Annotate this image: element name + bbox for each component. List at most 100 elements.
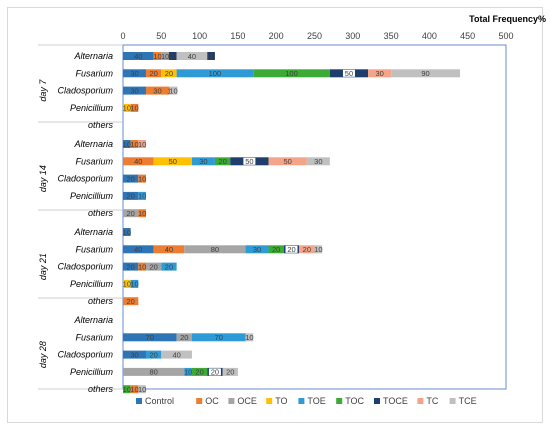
legend-label: TOC (345, 396, 364, 406)
data-label: 10 (123, 140, 131, 149)
category-label: Fusarium (75, 68, 113, 78)
category-label: Penicillium (70, 279, 114, 289)
data-label: 10 (184, 368, 192, 377)
bar-segment (169, 86, 178, 95)
data-label: 40 (134, 157, 142, 166)
data-label: 50 (245, 157, 253, 166)
category-label: Cladosporium (57, 262, 113, 272)
data-label: 20 (287, 245, 295, 254)
category-label: others (88, 384, 114, 394)
data-label-bg (208, 368, 221, 376)
legend-swatch (266, 398, 273, 404)
data-label: 90 (421, 69, 429, 78)
bar-segment (123, 86, 146, 95)
data-label: 30 (153, 86, 161, 95)
bar-segment (191, 333, 246, 342)
data-label: 50 (169, 157, 177, 166)
data-label: 10 (161, 52, 169, 61)
bar-segment (138, 209, 146, 218)
x-tick-label: 200 (269, 31, 284, 41)
x-tick-label: 0 (120, 31, 125, 41)
data-label: 20 (149, 69, 157, 78)
legend-swatch (417, 398, 424, 404)
category-label: Cladosporium (57, 86, 113, 96)
bar-segment (123, 157, 154, 166)
bar-segment (168, 52, 177, 60)
legend-label: OCE (237, 396, 257, 406)
category-label: Fusarium (75, 156, 113, 166)
bar-segment (123, 174, 139, 183)
bar-segment (161, 69, 177, 78)
bar-segment (123, 333, 177, 342)
data-label: 40 (172, 350, 180, 359)
data-label: 40 (134, 245, 142, 254)
bar-segment (184, 367, 192, 376)
bar-segment (138, 262, 146, 271)
bar-segment (222, 367, 238, 376)
data-label: 70 (146, 333, 154, 342)
x-tick-label: 450 (460, 31, 475, 41)
bar-segment (191, 367, 208, 376)
data-label: 30 (130, 86, 138, 95)
bar-segment (145, 69, 162, 78)
bar-segment (123, 350, 146, 359)
x-tick-label: 300 (345, 31, 360, 41)
legend-swatch (228, 398, 235, 404)
bar-segment (245, 333, 254, 342)
category-label: Cladosporium (57, 350, 113, 360)
category-label: Alternaria (73, 227, 113, 237)
data-label: 70 (215, 333, 223, 342)
category-label: Fusarium (75, 332, 113, 342)
data-label: 10 (138, 174, 146, 183)
bar-segment (214, 157, 231, 166)
bar-segment (123, 228, 131, 236)
legend-swatch (136, 398, 142, 404)
data-label: 30 (199, 157, 207, 166)
data-label: 20 (211, 368, 219, 377)
data-label-bg (342, 69, 355, 77)
data-label: 10 (138, 192, 146, 201)
bar-segment (153, 245, 185, 254)
bar-segment (145, 350, 162, 359)
data-label: 20 (180, 333, 188, 342)
category-label: others (88, 120, 114, 130)
data-label: 20 (226, 368, 234, 377)
data-label: 10 (130, 280, 138, 289)
data-label: 20 (165, 262, 173, 271)
data-label: 30 (314, 157, 322, 166)
bar-segment (268, 245, 284, 254)
legend-label: TOE (307, 396, 325, 406)
data-label: 10 (245, 333, 253, 342)
x-tick-label: 350 (384, 31, 399, 41)
bar-segment (123, 262, 139, 271)
bar-segment (161, 262, 177, 271)
legend-label: TC (426, 396, 438, 406)
bar-segment (176, 69, 254, 78)
data-label: 20 (126, 192, 134, 201)
legend-swatch (374, 398, 380, 404)
bar-segment (168, 86, 170, 95)
legend-label: Control (145, 396, 174, 406)
category-label: others (88, 208, 114, 218)
data-label: 10 (207, 52, 215, 61)
x-tick-label: 100 (192, 31, 207, 41)
data-label: 10 (123, 228, 131, 237)
bar-segment (130, 279, 139, 288)
data-label: 10 (123, 280, 131, 289)
bar-segment (138, 140, 146, 148)
category-label: Alternaria (73, 139, 113, 149)
bar-segment (130, 140, 139, 148)
bar-segment (130, 103, 139, 112)
bar-segment (191, 157, 215, 166)
legend-swatch (336, 398, 343, 404)
data-label: 10 (138, 140, 146, 149)
legend-swatch (449, 398, 456, 404)
axis-title: Total Frequency% (469, 14, 546, 24)
x-tick-label: 150 (230, 31, 245, 41)
bar-segment (145, 262, 162, 271)
bar-segment (130, 385, 139, 394)
bar-segment (123, 385, 131, 394)
bar-segment (306, 157, 330, 166)
bar-segment (299, 245, 315, 254)
